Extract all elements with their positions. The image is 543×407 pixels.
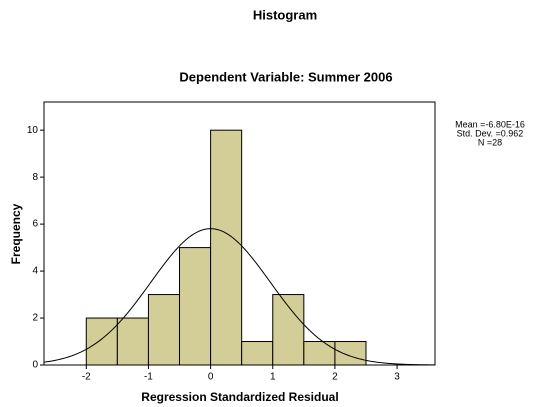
y-axis-title: Frequency [9,203,23,264]
bar [210,129,243,366]
x-axis-title: Regression Standardized Residual [141,390,338,404]
plot-border [43,101,436,366]
x-tick-label: 2 [332,372,338,383]
x-tick-label: -1 [144,372,153,383]
chart-subtitle: Dependent Variable: Summer 2006 [179,69,392,84]
bar [303,341,336,366]
normal-curve [43,228,436,366]
y-tick-label: 0 [32,360,38,371]
y-tick-label: 10 [27,125,39,136]
bar [85,317,118,366]
bar [179,247,212,366]
y-tick-label: 6 [32,219,38,230]
chart-title: Histogram [253,7,317,22]
stat-label: N =28 [478,137,502,147]
x-tick-label: 3 [394,372,400,383]
bar [116,317,149,366]
x-tick-label: 0 [208,372,214,383]
stat-label: Std. Dev. =0.962 [457,128,524,138]
bar [241,341,274,366]
x-tick-label: -2 [82,372,91,383]
y-tick-label: 4 [32,266,38,277]
x-tick-label: 1 [270,372,276,383]
y-tick-label: 2 [32,313,38,324]
y-tick-label: 8 [32,172,38,183]
stat-label: Mean =-6.80E-16 [455,119,525,129]
bar [272,294,305,366]
bar [334,341,367,366]
bar [147,294,181,366]
